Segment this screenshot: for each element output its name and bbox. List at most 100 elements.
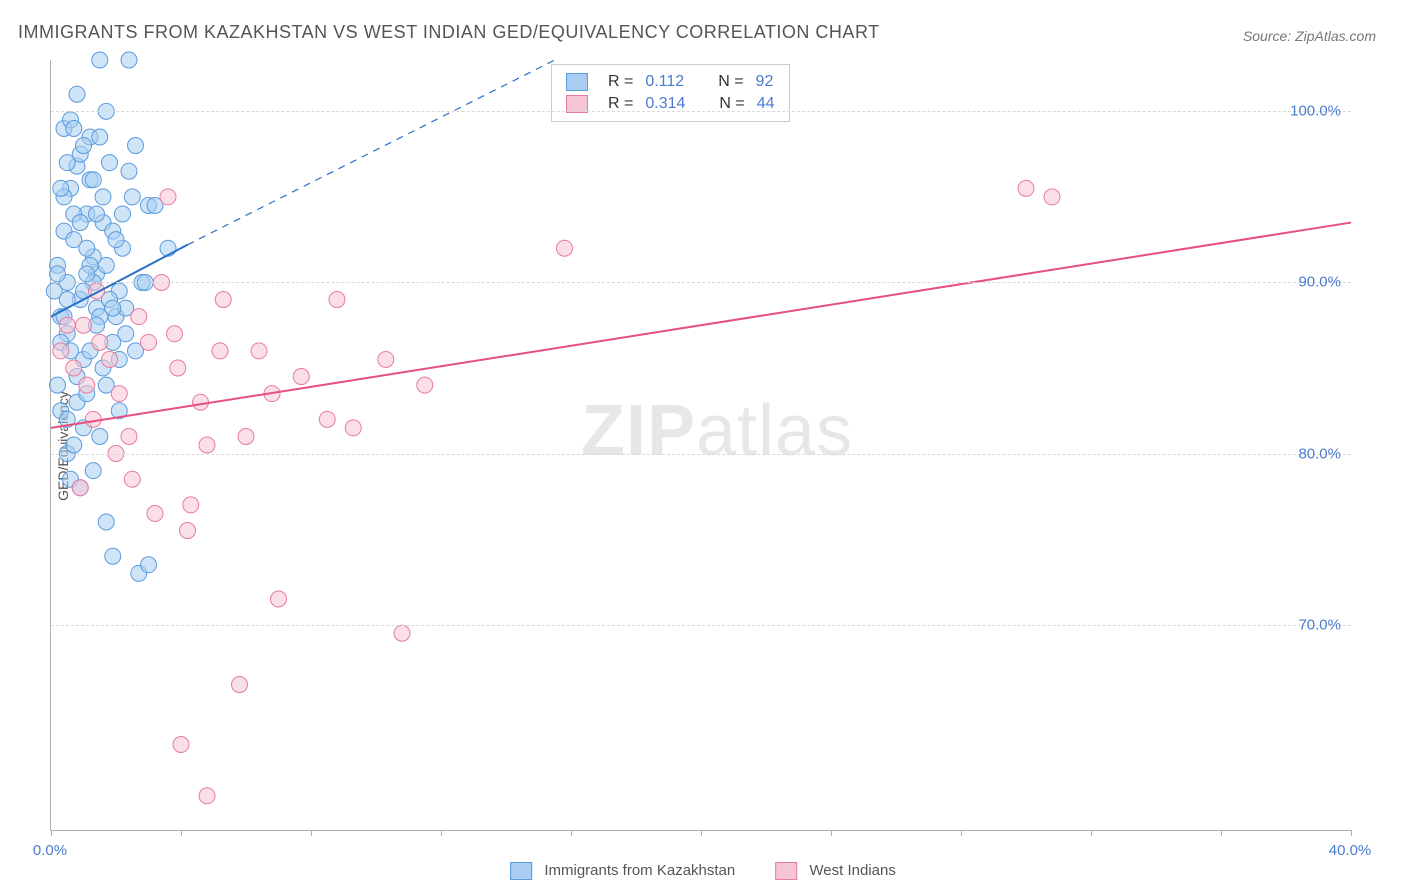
scatter-point xyxy=(238,428,254,444)
gridline xyxy=(51,282,1351,283)
r-label: R = xyxy=(608,95,633,113)
scatter-point xyxy=(95,189,111,205)
source-attribution: Source: ZipAtlas.com xyxy=(1243,28,1376,44)
gridline xyxy=(51,111,1351,112)
scatter-point xyxy=(89,206,105,222)
scatter-point xyxy=(105,548,121,564)
x-tick-label: 0.0% xyxy=(33,842,67,859)
scatter-point xyxy=(50,266,66,282)
scatter-point xyxy=(66,120,82,136)
stats-row-1: R = 0.112 N = 92 xyxy=(566,71,775,93)
scatter-point xyxy=(76,138,92,154)
y-tick-label: 90.0% xyxy=(1298,274,1341,291)
scatter-point xyxy=(319,411,335,427)
scatter-point xyxy=(98,514,114,530)
scatter-point xyxy=(92,428,108,444)
scatter-point xyxy=(141,557,157,573)
chart-title: IMMIGRANTS FROM KAZAKHSTAN VS WEST INDIA… xyxy=(18,22,880,43)
bottom-legend: Immigrants from Kazakhstan West Indians xyxy=(510,862,896,880)
scatter-point xyxy=(59,155,75,171)
scatter-point xyxy=(212,343,228,359)
gridline xyxy=(51,454,1351,455)
x-tick xyxy=(1091,830,1092,836)
scatter-point xyxy=(66,437,82,453)
r-label: R = xyxy=(608,73,633,91)
n-value: 44 xyxy=(757,95,775,113)
scatter-point xyxy=(124,189,140,205)
swatch-blue xyxy=(566,73,588,91)
scatter-point xyxy=(111,386,127,402)
scatter-point xyxy=(199,788,215,804)
scatter-point xyxy=(141,334,157,350)
scatter-point xyxy=(124,471,140,487)
scatter-point xyxy=(85,172,101,188)
scatter-point xyxy=(394,625,410,641)
legend-item-1: Immigrants from Kazakhstan xyxy=(510,862,735,880)
scatter-point xyxy=(92,334,108,350)
scatter-point xyxy=(85,463,101,479)
scatter-point xyxy=(53,343,69,359)
x-tick xyxy=(441,830,442,836)
n-label: N = xyxy=(718,73,743,91)
scatter-point xyxy=(79,377,95,393)
x-tick xyxy=(961,830,962,836)
scatter-point xyxy=(199,437,215,453)
scatter-point xyxy=(69,86,85,102)
r-value: 0.112 xyxy=(645,73,684,91)
scatter-point xyxy=(232,677,248,693)
scatter-point xyxy=(121,428,137,444)
scatter-point xyxy=(1018,180,1034,196)
scatter-point xyxy=(193,394,209,410)
y-tick-label: 70.0% xyxy=(1298,616,1341,633)
scatter-point xyxy=(293,369,309,385)
scatter-point xyxy=(53,180,69,196)
scatter-point xyxy=(128,138,144,154)
scatter-point xyxy=(167,326,183,342)
y-tick-label: 100.0% xyxy=(1290,103,1341,120)
scatter-point xyxy=(108,232,124,248)
x-tick xyxy=(1351,830,1352,836)
scatter-point xyxy=(557,240,573,256)
x-tick xyxy=(181,830,182,836)
scatter-point xyxy=(417,377,433,393)
x-tick xyxy=(51,830,52,836)
scatter-point xyxy=(173,736,189,752)
plot-area: ZIPatlas R = 0.112 N = 92 R = 0.314 N = … xyxy=(50,60,1351,831)
scatter-point xyxy=(345,420,361,436)
scatter-point xyxy=(59,317,75,333)
scatter-point xyxy=(105,300,121,316)
scatter-point xyxy=(102,155,118,171)
scatter-point xyxy=(115,206,131,222)
scatter-point xyxy=(180,523,196,539)
scatter-point xyxy=(183,497,199,513)
y-tick-label: 80.0% xyxy=(1298,445,1341,462)
r-value: 0.314 xyxy=(645,95,685,113)
scatter-point xyxy=(50,377,66,393)
n-value: 92 xyxy=(756,73,774,91)
scatter-point xyxy=(72,480,88,496)
legend-label-1: Immigrants from Kazakhstan xyxy=(544,862,735,879)
scatter-point xyxy=(79,266,95,282)
legend-label-2: West Indians xyxy=(809,862,895,879)
scatter-point xyxy=(79,240,95,256)
x-tick xyxy=(701,830,702,836)
x-tick xyxy=(1221,830,1222,836)
swatch-blue-bottom xyxy=(510,862,532,880)
stats-legend-box: R = 0.112 N = 92 R = 0.314 N = 44 xyxy=(551,64,790,122)
scatter-point xyxy=(1044,189,1060,205)
swatch-pink-bottom xyxy=(775,862,797,880)
gridline xyxy=(51,625,1351,626)
x-tick-label: 40.0% xyxy=(1329,842,1372,859)
scatter-point xyxy=(102,351,118,367)
scatter-point xyxy=(215,292,231,308)
scatter-point xyxy=(131,309,147,325)
legend-item-2: West Indians xyxy=(775,862,896,880)
scatter-point xyxy=(72,215,88,231)
scatter-point xyxy=(251,343,267,359)
trend-line-extension xyxy=(188,60,555,245)
x-tick xyxy=(311,830,312,836)
scatter-point xyxy=(329,292,345,308)
swatch-pink xyxy=(566,95,588,113)
x-tick xyxy=(571,830,572,836)
scatter-point xyxy=(98,257,114,273)
